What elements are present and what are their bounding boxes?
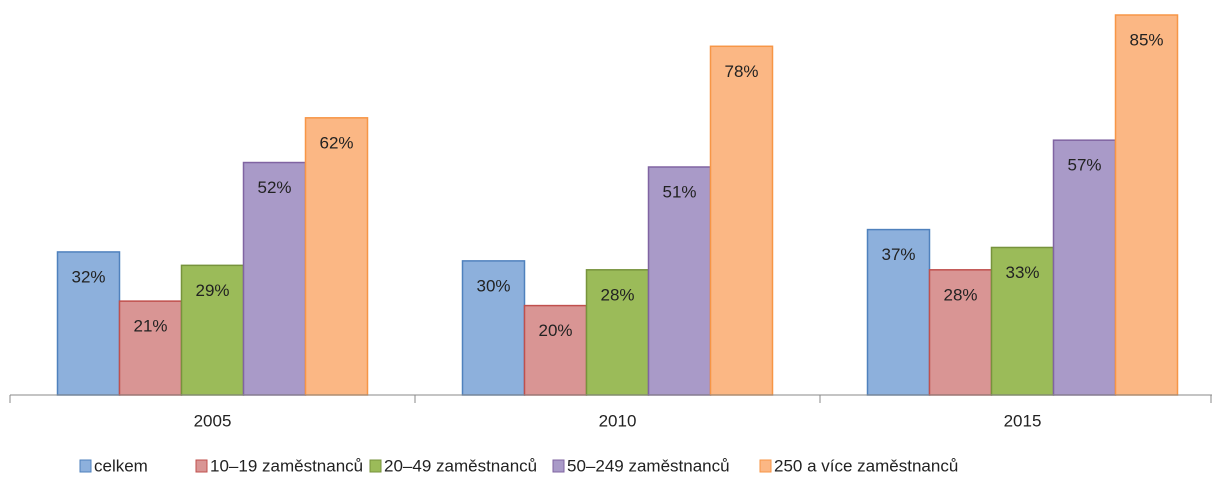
data-label: 51% bbox=[662, 182, 696, 201]
legend-swatch bbox=[79, 459, 92, 473]
data-label: 37% bbox=[881, 245, 915, 264]
legend-label: 250 a více zaměstnanců bbox=[774, 456, 958, 475]
data-label: 21% bbox=[133, 317, 167, 336]
bar bbox=[523, 304, 588, 396]
bar bbox=[180, 264, 245, 396]
legend-swatch bbox=[195, 459, 208, 473]
data-label: 20% bbox=[538, 321, 572, 340]
bar bbox=[242, 161, 307, 396]
bar bbox=[1052, 139, 1117, 396]
data-label: 52% bbox=[257, 178, 291, 197]
legend-swatch bbox=[759, 459, 772, 473]
x-tick-label: 2005 bbox=[194, 411, 232, 430]
bar bbox=[118, 300, 183, 396]
bar bbox=[990, 246, 1055, 396]
bar bbox=[866, 228, 931, 396]
data-label: 33% bbox=[1005, 263, 1039, 282]
data-label: 62% bbox=[319, 133, 353, 152]
legend-label: 20–49 zaměstnanců bbox=[384, 456, 537, 475]
legend-swatch bbox=[552, 459, 565, 473]
data-label: 85% bbox=[1129, 30, 1163, 49]
data-label: 28% bbox=[943, 285, 977, 304]
legend-label: celkem bbox=[94, 456, 148, 475]
legend-swatch bbox=[369, 459, 382, 473]
bar bbox=[709, 45, 774, 396]
legend-label: 10–19 zaměstnanců bbox=[210, 456, 363, 475]
data-label: 30% bbox=[476, 276, 510, 295]
x-tick-label: 2010 bbox=[599, 411, 637, 430]
bar bbox=[304, 117, 369, 396]
data-label: 32% bbox=[71, 267, 105, 286]
bar bbox=[56, 251, 121, 396]
bar bbox=[461, 260, 526, 396]
x-tick-label: 2015 bbox=[1004, 411, 1042, 430]
data-label: 29% bbox=[195, 281, 229, 300]
bar bbox=[1114, 14, 1179, 396]
data-label: 78% bbox=[724, 62, 758, 81]
legend-label: 50–249 zaměstnanců bbox=[567, 456, 730, 475]
data-label: 57% bbox=[1067, 156, 1101, 175]
data-label: 28% bbox=[600, 285, 634, 304]
